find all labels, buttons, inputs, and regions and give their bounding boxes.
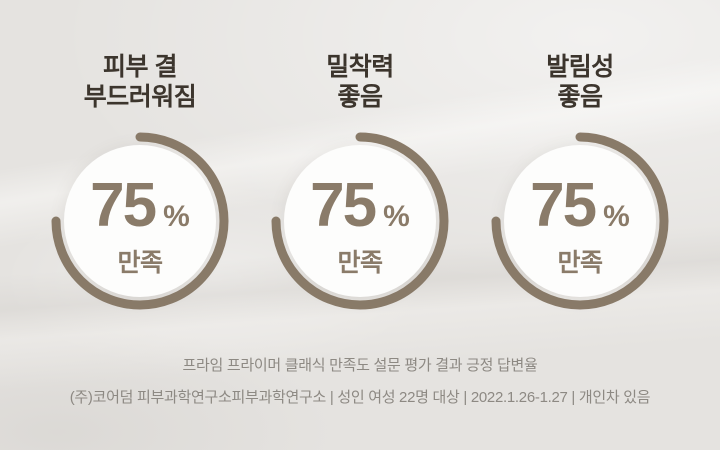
gauge-title-line2: 좋음 — [557, 83, 603, 111]
gauge-value: 75 — [310, 171, 377, 240]
gauge-adhesion: 75 % 만족 — [265, 126, 455, 316]
gauge-disc: 75 % 만족 — [64, 145, 216, 297]
gauge-caption: 만족 — [337, 249, 383, 277]
gauge-column-skin-texture: 피부 결 부드러워짐 75 % 만족 — [45, 52, 235, 316]
footer: 프라임 프라이머 클래식 만족도 설문 평가 결과 긍정 답변율 (주)코어덤 … — [0, 350, 720, 413]
gauge-value-row: 75 % — [90, 175, 190, 237]
gauge-title: 발림성 좋음 — [485, 52, 675, 112]
gauge-arc-icon — [271, 132, 449, 310]
gauge-spreadability: 75 % 만족 — [485, 126, 675, 316]
gauge-caption: 만족 — [557, 249, 603, 277]
gauge-title: 피부 결 부드러워짐 — [45, 52, 235, 112]
gauge-unit: % — [603, 200, 630, 233]
gauge-title-line1: 발림성 — [546, 53, 614, 81]
gauge-title-line2: 부드러워짐 — [83, 83, 197, 111]
gauge-column-spreadability: 발림성 좋음 75 % 만족 — [485, 52, 675, 316]
gauge-title-line1: 밀착력 — [326, 53, 394, 81]
gauge-row: 피부 결 부드러워짐 75 % 만족 밀착력 좋음 — [45, 52, 675, 316]
gauge-disc: 75 % 만족 — [284, 145, 436, 297]
footer-survey-details: (주)코어덤 피부과학연구소피부과학연구소 | 성인 여성 22명 대상 | 2… — [69, 388, 651, 406]
footer-survey-title: 프라임 프라이머 클래식 만족도 설문 평가 결과 긍정 답변율 — [182, 357, 538, 374]
gauge-value: 75 — [90, 171, 157, 240]
gauge-unit: % — [383, 200, 410, 233]
gauge-unit: % — [163, 200, 190, 233]
gauge-title-line2: 좋음 — [337, 83, 383, 111]
gauge-title: 밀착력 좋음 — [265, 52, 455, 112]
gauge-value-row: 75 % — [310, 175, 410, 237]
gauge-skin-texture: 75 % 만족 — [45, 126, 235, 316]
gauge-column-adhesion: 밀착력 좋음 75 % 만족 — [265, 52, 455, 316]
gauge-arc-icon — [51, 132, 229, 310]
gauge-title-line1: 피부 결 — [103, 53, 177, 81]
gauge-disc: 75 % 만족 — [504, 145, 656, 297]
gauge-value-row: 75 % — [530, 175, 630, 237]
gauge-value: 75 — [530, 171, 597, 240]
gauge-arc-icon — [491, 132, 669, 310]
gauge-caption: 만족 — [117, 249, 163, 277]
